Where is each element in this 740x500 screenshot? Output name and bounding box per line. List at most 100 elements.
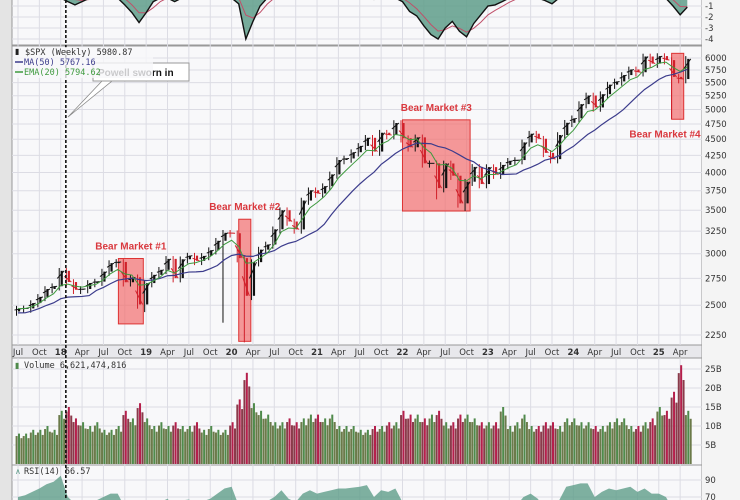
price-tick [177, 258, 186, 269]
volume-bar [570, 422, 573, 464]
volume-bar [499, 411, 502, 464]
volume-bar [677, 373, 680, 464]
volume-bar [155, 431, 158, 464]
volume-bar [336, 429, 338, 464]
price-tick [114, 261, 122, 264]
price-tick [185, 255, 193, 258]
volume-bar [689, 418, 692, 464]
volume-bar [575, 425, 578, 464]
indicator-series [63, 0, 688, 42]
volume-bar [478, 425, 481, 464]
volume-bar [414, 418, 417, 464]
price-tick [633, 70, 642, 73]
x-tick-label: Oct [630, 348, 645, 358]
price-tick [384, 133, 392, 136]
volume-bar [103, 429, 106, 464]
price-tick-label: 6000 [705, 54, 727, 64]
volume-bar [288, 418, 291, 464]
price-tick [476, 175, 485, 185]
volume-bar [298, 428, 301, 464]
legend-ma: MA(50) 5767.16 [24, 58, 96, 68]
volume-bar [435, 415, 438, 464]
volume-bar [540, 431, 543, 464]
volume-bar [139, 403, 142, 464]
volume-bar [613, 422, 616, 464]
price-tick [647, 59, 656, 65]
volume-bar [606, 425, 609, 464]
volume-bar [492, 425, 495, 464]
x-tick-label: 23 [482, 348, 494, 358]
volume-bar [554, 428, 557, 464]
volume-bar [374, 426, 376, 464]
price-tick [341, 157, 350, 160]
price-tick-label: 4000 [705, 169, 727, 179]
price-tick [676, 77, 684, 80]
volume-bar [60, 410, 63, 464]
volume-bar [169, 431, 172, 464]
rsi-icon: ∧ [15, 467, 21, 476]
volume-bar [639, 431, 642, 464]
volume-bar [618, 425, 621, 464]
volume-bar [461, 422, 464, 464]
volume-bar [428, 418, 431, 464]
volume-bar [25, 433, 28, 464]
volume-bar [490, 428, 493, 464]
volume-bar [172, 425, 175, 464]
volume-bar [390, 428, 393, 464]
volume-bar [39, 429, 42, 464]
volume-bar [302, 418, 305, 464]
volume-bar [523, 414, 526, 464]
volume-bar [217, 429, 220, 464]
bear-market-label: Bear Market #2 [209, 202, 281, 213]
volume-bar [573, 418, 576, 464]
volume-bar [604, 431, 607, 464]
price-tick [71, 285, 79, 291]
volume-bar [416, 414, 419, 464]
price-tick [363, 137, 371, 143]
volume-bar [549, 425, 552, 464]
volume-bar [459, 414, 462, 464]
price-panel [11, 45, 703, 346]
volume-bar [449, 425, 452, 464]
volume-bar [376, 431, 379, 464]
volume-bar [48, 431, 51, 464]
volume-bar [305, 425, 308, 464]
price-tick [213, 240, 222, 246]
volume-bar [611, 428, 614, 464]
volume-bar [419, 422, 422, 464]
price-tick [412, 136, 421, 143]
price-tick [484, 166, 492, 176]
volume-bar [328, 418, 331, 464]
legend-ema: EMA(20) 5794.62 [24, 68, 101, 78]
price-tick [99, 271, 108, 277]
volume-bar [359, 429, 362, 464]
volume-bar [404, 418, 407, 464]
x-tick-label: 20 [226, 348, 238, 358]
volume-bar [687, 410, 690, 464]
x-tick-label: Jul [12, 348, 23, 358]
volume-bar [177, 428, 180, 464]
volume-bar [580, 422, 583, 464]
price-tick [619, 74, 627, 79]
volume-bar [407, 418, 410, 464]
volume-bar [452, 422, 455, 464]
x-tick-label: Apr [587, 348, 602, 358]
price-tick [199, 255, 207, 259]
x-tick-label: Oct [459, 348, 474, 358]
price-tick [92, 281, 100, 283]
volume-bar [454, 428, 457, 464]
volume-bar [409, 414, 412, 464]
price-tick-label: 4250 [705, 151, 727, 161]
volume-icon: ▮ [15, 361, 19, 370]
volume-bar [77, 425, 80, 464]
volume-bar [445, 422, 448, 464]
volume-bar [271, 425, 274, 464]
volume-bar [412, 422, 414, 464]
volume-bar [514, 425, 516, 464]
volume-bar [86, 429, 89, 464]
volume-bar [34, 434, 37, 464]
volume-bar [468, 422, 471, 464]
price-tick [277, 209, 286, 220]
x-tick-label: Apr [75, 348, 90, 358]
volume-bar [74, 418, 77, 464]
